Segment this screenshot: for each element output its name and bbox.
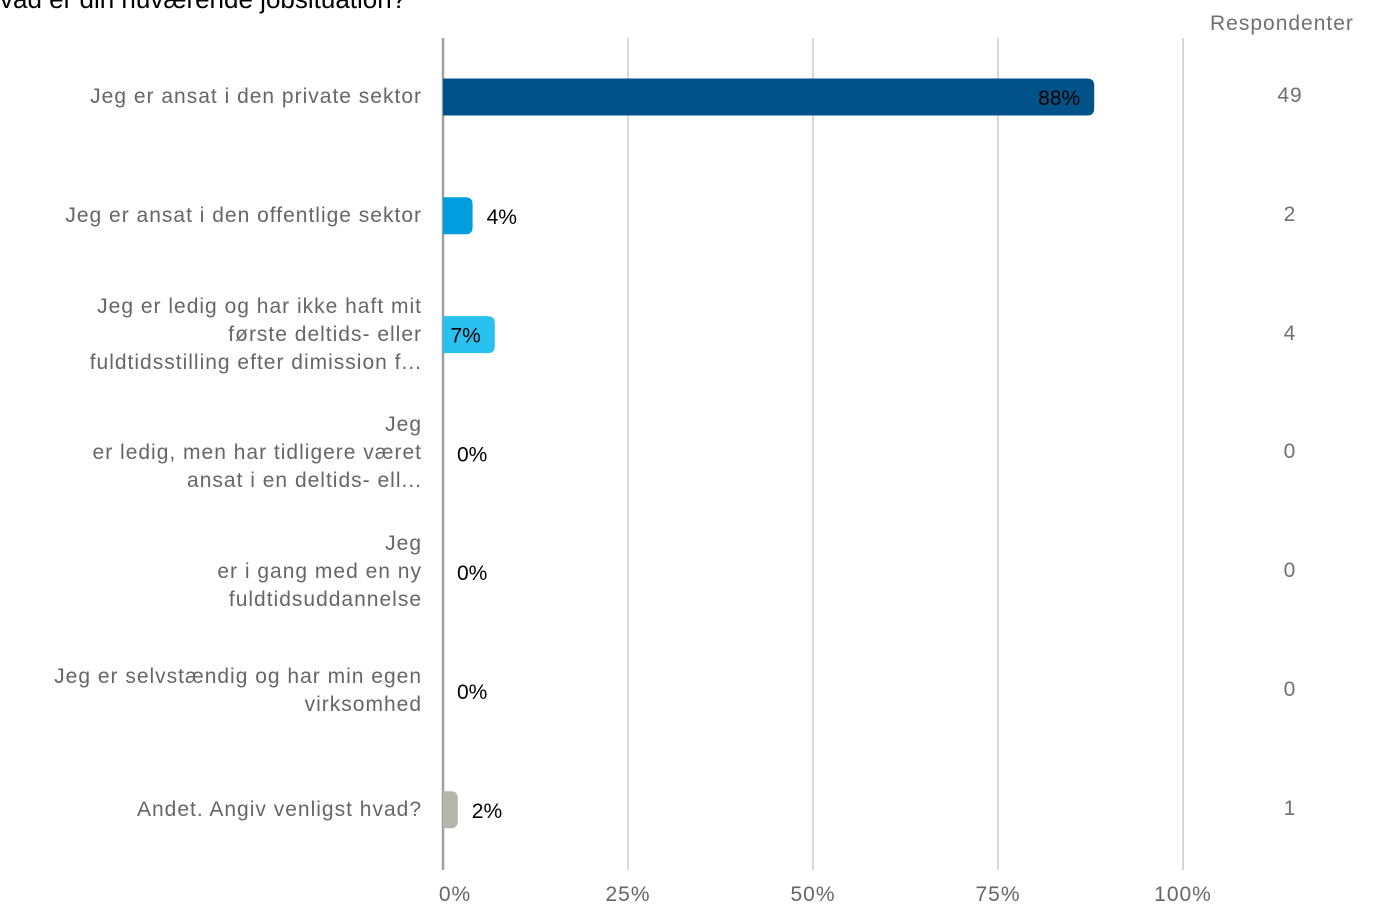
value-label: 2% [472, 800, 502, 823]
respondent-count: 0 [1283, 559, 1297, 583]
respondent-count: 1 [1283, 796, 1297, 820]
x-tick-label: 100% [1154, 883, 1212, 906]
respondent-count: 2 [1283, 202, 1297, 226]
category-label-line: fuldtidsuddannelse [228, 588, 422, 612]
category-label-line: Jeg er ansat i den offentlige sektor [65, 203, 422, 227]
chart-title: vad er din nuværende jobsituation? [0, 0, 406, 15]
category-label-line: fuldtidsstilling efter dimission f... [89, 350, 422, 374]
x-tick-label: 50% [790, 883, 835, 906]
bar [443, 791, 458, 829]
category-label-line: er i gang med en ny [217, 560, 422, 584]
x-tick-label: 25% [605, 883, 650, 906]
category-label-line: Jeg er ledig og har ikke haft mit [97, 294, 422, 318]
value-label: 0% [457, 562, 487, 585]
category-label-line: Jeg [385, 413, 422, 437]
value-label: 88% [1038, 87, 1080, 110]
bar [443, 316, 495, 354]
category-label-line: Jeg er ansat i den private sektor [90, 85, 422, 108]
category-label: Jeg er ansat i den private sektor [0, 83, 422, 111]
category-label-line: er ledig, men har tidligere været [92, 441, 422, 465]
category-label-line: Jeg er selvstændig og har min egen [54, 665, 422, 688]
category-label-line: Andet. Angiv venligst hvad? [136, 797, 422, 821]
value-label: 4% [487, 206, 517, 229]
x-tick-label: 0% [439, 883, 471, 906]
respondent-count: 0 [1283, 440, 1297, 464]
grid-lines [441, 38, 1184, 870]
category-label: Jeg er ledig, men har tidligere været ansa… [0, 411, 422, 495]
category-label: Jeg er ansat i den offentlige sektor [0, 202, 422, 230]
x-tick-label: 75% [975, 883, 1020, 906]
category-label-line: første deltids- eller [228, 322, 422, 346]
category-label: Jeg er i gang med en ny fuldtidsuddannelse [0, 530, 422, 614]
category-label: Jeg er ledig og har ikke haft mit første … [0, 293, 422, 377]
value-label: 0% [457, 681, 487, 704]
category-label-line: ansat i en deltids- ell... [187, 469, 422, 493]
respondent-count: 49 [1277, 84, 1303, 107]
category-label-line: virksomhed [304, 693, 422, 716]
category-label: Jeg er selvstændig og har min egen virkso… [0, 663, 422, 719]
value-labels: 88% 4% 7% 0% 0% 0% 2% [450, 87, 1080, 823]
category-label-line: Jeg [385, 532, 422, 556]
bar [443, 78, 1095, 116]
respondent-count: 0 [1283, 678, 1297, 701]
category-label: Andet. Angiv venligst hvad? [0, 796, 422, 824]
value-label: 7% [450, 325, 480, 348]
x-tick-labels: 0% 25% 50% 75% 100% [439, 883, 1212, 906]
respondents-header: Respondenter [1210, 12, 1354, 35]
value-label: 0% [457, 443, 487, 466]
bar [443, 197, 473, 235]
respondent-count: 4 [1283, 321, 1297, 345]
bars [443, 78, 1095, 829]
